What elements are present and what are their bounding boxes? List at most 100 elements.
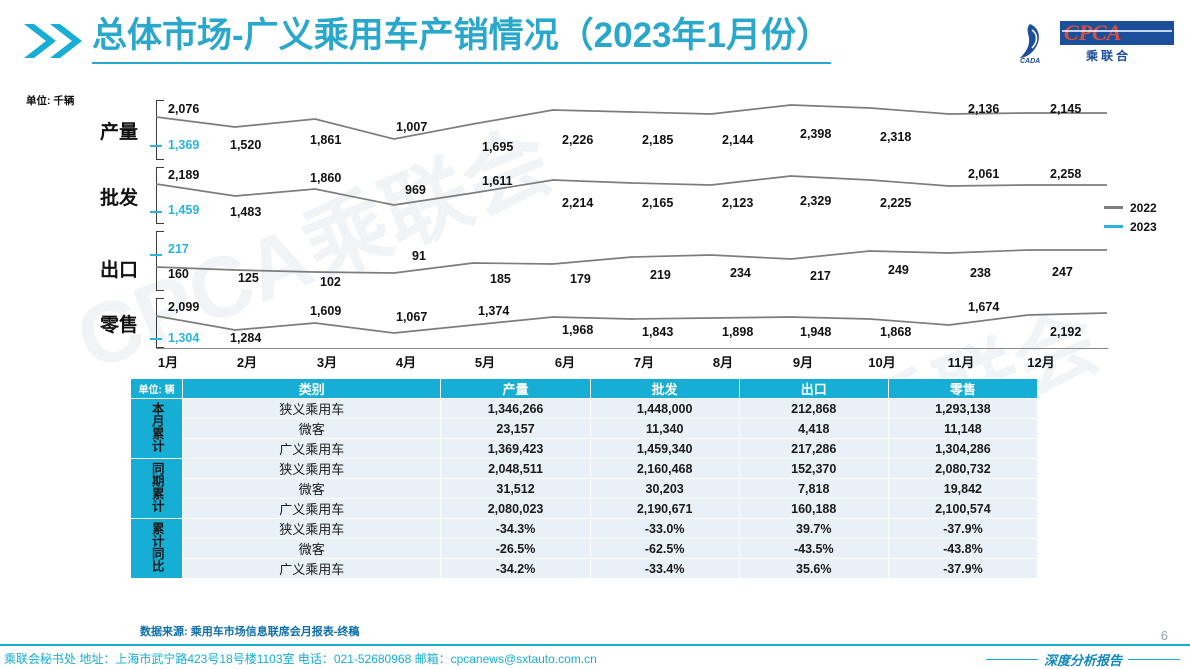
- data-label-2022: 2,214: [562, 196, 594, 210]
- x-axis-label: 7月: [633, 355, 655, 370]
- table-group-label: 本月累计: [129, 398, 184, 459]
- legend-label-2022: 2022: [1130, 200, 1157, 215]
- data-label-2022: 2,136: [968, 102, 1000, 116]
- table-cell-value: 2,190,671: [589, 498, 740, 519]
- data-label-2022: 969: [405, 183, 426, 197]
- table-cell-value: 31,512: [440, 478, 591, 499]
- table-group-label-text: 同期累计: [149, 462, 164, 512]
- table-cell-value: 35.6%: [738, 558, 889, 579]
- table-header-row: 单位: 辆 类别 产量 批发 出口 零售: [129, 378, 1039, 399]
- x-axis-label: 3月: [316, 355, 338, 370]
- data-label-2022: 2,144: [722, 133, 754, 147]
- data-label-2023: 1,459: [168, 203, 200, 217]
- table-cell-value: 1,369,423: [440, 438, 591, 459]
- table-cell-value: 19,842: [887, 478, 1039, 499]
- table-cell-category: 狭义乘用车: [182, 398, 442, 419]
- data-label-2023: 217: [168, 242, 189, 256]
- table-cell-value: -62.5%: [589, 538, 740, 559]
- data-label-2022: 1,611: [482, 174, 513, 188]
- chart-row-label-产量: 产量: [99, 122, 138, 143]
- x-axis-label: 1月: [157, 355, 179, 370]
- data-label-2022: 1,609: [310, 304, 342, 318]
- data-label-2022: 1,374: [478, 304, 510, 318]
- series-2023-tick: [150, 211, 162, 214]
- table-cell-value: -43.5%: [738, 538, 889, 559]
- footer-contact: 乘联会秘书处 地址：上海市武宁路423号18号楼1103室 电话：021-526…: [4, 652, 597, 666]
- chart-row-label-批发: 批发: [99, 188, 138, 209]
- series-2023-tick: [150, 254, 162, 257]
- data-label-2022: 2,076: [168, 102, 200, 116]
- chart-row-axis-bracket: [156, 298, 164, 348]
- table-cell-value: -33.4%: [589, 558, 740, 579]
- data-label-2022: 2,185: [642, 133, 674, 147]
- data-label-2022: 2,329: [800, 194, 832, 208]
- data-label-2022: 1,520: [230, 138, 262, 152]
- data-label-2022: 179: [570, 272, 591, 286]
- x-axis-label: 10月: [868, 355, 896, 370]
- chart-area: 2022 2023 产量 2,076 1,369 1,520 1,861 1,0…: [0, 95, 1190, 370]
- table-cell-value: -26.5%: [440, 538, 591, 559]
- table-cell-category: 广义乘用车: [182, 558, 442, 579]
- table-cell-value: 1,448,000: [589, 398, 740, 419]
- chart-unit-label: 单位: 千辆: [26, 95, 75, 107]
- chart-x-axis-line: [156, 348, 1108, 349]
- table-cell-value: 2,048,511: [440, 458, 591, 479]
- table-cell-value: -37.9%: [887, 558, 1039, 579]
- table-col-production: 产量: [440, 378, 591, 399]
- x-axis-label: 11月: [947, 355, 975, 370]
- x-axis-label: 5月: [474, 355, 496, 370]
- data-label-2022: 1,007: [396, 120, 428, 134]
- data-label-2022: 160: [168, 267, 189, 281]
- data-label-2022: 2,099: [168, 300, 200, 314]
- data-label-2022: 1,861: [310, 133, 342, 147]
- table-cell-value: 2,100,574: [887, 498, 1039, 519]
- chart-row-axis-bracket: [156, 100, 164, 160]
- data-label-2022: 1,868: [880, 325, 912, 339]
- data-label-2022: 125: [238, 271, 259, 285]
- series-2022-line-产量: [156, 104, 1107, 140]
- data-label-2022: 2,225: [880, 196, 912, 210]
- chart-legend: 2022 2023: [1104, 198, 1182, 236]
- data-label-2022: 1,898: [722, 325, 754, 339]
- series-2022-line-出口: [156, 249, 1107, 274]
- svg-text:CADA: CADA: [1020, 58, 1040, 64]
- table-row: 本月累计 狭义乘用车 1,346,266 1,448,000 212,868 1…: [129, 398, 1039, 459]
- data-label-2022: 2,123: [722, 196, 754, 210]
- table-cell-category: 微客: [182, 538, 442, 559]
- x-axis-label: 8月: [712, 355, 734, 370]
- table-cell-value: 7,818: [738, 478, 889, 499]
- data-label-2022: 1,695: [482, 140, 514, 154]
- data-label-2022: 1,968: [562, 323, 594, 337]
- data-label-2022: 1,284: [230, 331, 262, 345]
- data-label-2022: 1,843: [642, 325, 674, 339]
- data-label-2022: 2,192: [1050, 325, 1082, 339]
- data-label-2022: 238: [970, 266, 991, 280]
- table-cell-value: 152,370: [738, 458, 889, 479]
- data-label-2022: 247: [1052, 265, 1073, 279]
- table-col-export: 出口: [738, 378, 889, 399]
- table-row: 微客 -26.5% -62.5% -43.5% -43.8%: [131, 538, 1039, 559]
- data-label-2022: 217: [810, 269, 831, 283]
- legend-item-2023: 2023: [1104, 217, 1182, 236]
- x-axis-label: 2月: [236, 355, 258, 370]
- data-label-2022: 102: [320, 275, 341, 289]
- x-axis-label: 4月: [395, 355, 417, 370]
- data-label-2022: 219: [650, 268, 671, 282]
- data-label-2022: 2,165: [642, 196, 674, 210]
- series-2022-line-零售: [156, 312, 1108, 334]
- legend-swatch-2022: [1104, 206, 1123, 209]
- table-cell-value: 2,080,023: [440, 498, 591, 519]
- table-cell-value: -34.3%: [440, 518, 591, 539]
- page-title: 总体市场-广义乘用车产销情况（2023年1月份）: [92, 12, 831, 64]
- summary-table: 单位: 辆 类别 产量 批发 出口 零售 本月累计 狭义乘用车 1,346,26…: [129, 378, 1039, 579]
- chart-row-axis-bracket: [156, 231, 164, 291]
- footer-divider: [0, 644, 1190, 646]
- legend-label-2023: 2023: [1130, 219, 1157, 234]
- table-cell-value: 1,459,340: [589, 438, 740, 459]
- table-cell-value: -33.0%: [589, 518, 740, 539]
- data-label-2022: 91: [412, 249, 426, 263]
- legend-item-2022: 2022: [1104, 198, 1182, 217]
- table-row: 广义乘用车 2,080,023 2,190,671 160,188 2,100,…: [131, 498, 1039, 519]
- data-label-2022: 1,948: [800, 325, 832, 339]
- table-group-label-text: 累计同比: [149, 522, 164, 572]
